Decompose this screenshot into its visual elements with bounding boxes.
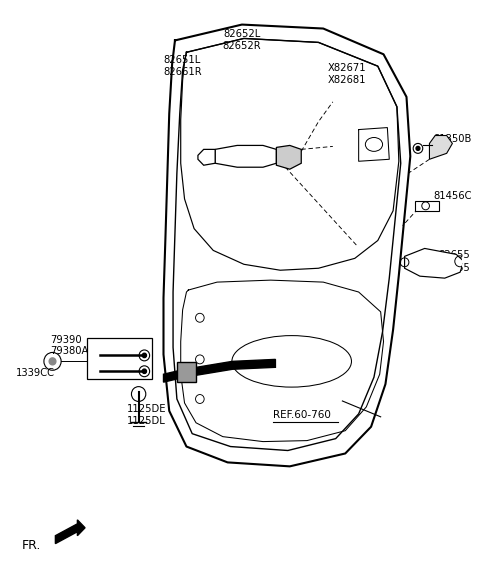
Text: 82652L: 82652L — [223, 29, 261, 39]
Text: 81456C: 81456C — [433, 191, 472, 201]
Circle shape — [416, 146, 420, 151]
Text: 79380A: 79380A — [50, 346, 89, 356]
Text: 1125DE: 1125DE — [127, 404, 167, 414]
Polygon shape — [55, 520, 85, 544]
Polygon shape — [415, 201, 439, 211]
Text: 82655: 82655 — [438, 250, 470, 260]
Ellipse shape — [365, 138, 383, 151]
Text: X82671: X82671 — [328, 63, 367, 73]
Polygon shape — [198, 149, 215, 165]
Ellipse shape — [232, 336, 351, 387]
Text: X82681: X82681 — [328, 75, 367, 85]
FancyBboxPatch shape — [87, 338, 152, 379]
Text: 79390: 79390 — [50, 335, 82, 345]
Circle shape — [142, 353, 146, 358]
Polygon shape — [276, 145, 301, 169]
Polygon shape — [430, 135, 453, 159]
Text: 81350B: 81350B — [433, 135, 472, 145]
Text: FR.: FR. — [22, 539, 41, 552]
Text: 82665: 82665 — [438, 263, 470, 273]
Text: 82661R: 82661R — [164, 67, 202, 77]
Text: 82651L: 82651L — [164, 55, 201, 65]
Polygon shape — [215, 145, 276, 167]
Text: 1125DL: 1125DL — [127, 416, 166, 426]
Text: REF.60-760: REF.60-760 — [273, 410, 330, 420]
Circle shape — [142, 369, 146, 373]
Polygon shape — [405, 249, 464, 278]
FancyBboxPatch shape — [177, 362, 196, 382]
Polygon shape — [164, 359, 276, 382]
Text: 82652R: 82652R — [223, 41, 261, 51]
Circle shape — [49, 358, 56, 365]
Text: 1339CC: 1339CC — [16, 368, 55, 378]
